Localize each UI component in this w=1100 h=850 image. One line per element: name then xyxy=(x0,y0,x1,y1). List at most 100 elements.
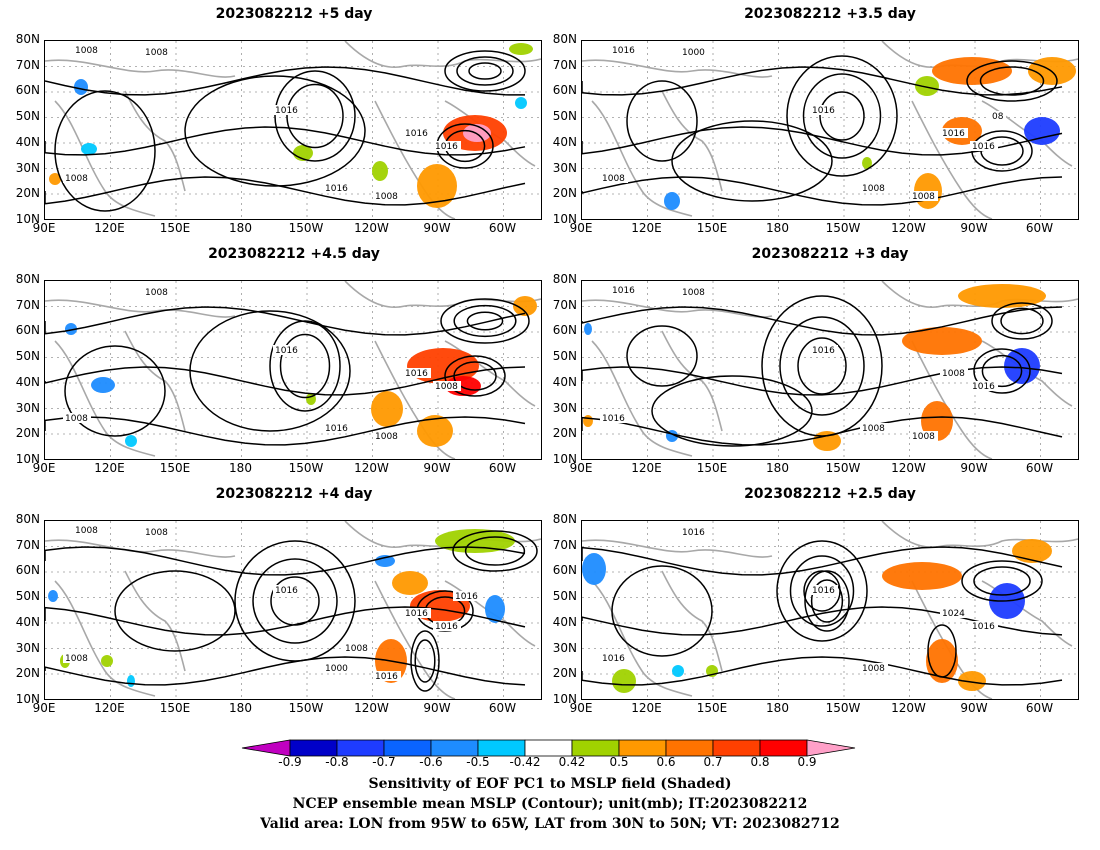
lon-tick-label: 150E xyxy=(696,461,728,475)
pressure-contour xyxy=(45,176,526,206)
contour-label-bg xyxy=(910,191,938,201)
sensitivity-shading xyxy=(91,377,115,393)
lat-tick-label: 70N xyxy=(552,537,577,552)
contour-label-bg xyxy=(143,527,171,537)
contour-label: 1008 xyxy=(145,288,168,298)
contour-label: 1024 xyxy=(942,609,965,619)
contour-label: 1016 xyxy=(602,414,625,424)
colorbar-swatch xyxy=(618,739,667,757)
sensitivity-shading xyxy=(74,79,88,95)
coastline xyxy=(911,100,993,219)
contour-label-bg xyxy=(680,47,708,57)
lon-tick-label: 180 xyxy=(766,221,789,235)
pressure-contour xyxy=(626,80,698,162)
lat-tick-label: 20N xyxy=(15,426,40,441)
contour-label-bg xyxy=(323,423,351,433)
contour-label: 1008 xyxy=(65,654,88,664)
contour-label-bg xyxy=(860,183,888,193)
coastline xyxy=(661,330,723,432)
sensitivity-shading xyxy=(417,415,453,447)
colorbar-label: 0.9 xyxy=(797,755,817,769)
colorbar-label: 0.8 xyxy=(750,755,770,769)
pressure-contour xyxy=(582,176,1063,206)
lat-tick-label: 40N xyxy=(15,374,40,389)
sensitivity-shading xyxy=(612,669,636,693)
lon-tick-label: 180 xyxy=(229,701,252,715)
sensitivity-shading xyxy=(125,435,137,447)
pressure-contour xyxy=(802,73,882,159)
contour-label: 1016 xyxy=(682,528,705,538)
lat-tick-label: 60N xyxy=(15,563,40,578)
map-drawing: 1008 1016 1016 1008 1008 1016 1008 1016 xyxy=(582,281,1078,459)
contour-label: 1016 xyxy=(435,142,458,152)
panel-title: 2023082212 +3.5 day xyxy=(744,6,916,22)
lat-tick-label: 50N xyxy=(552,349,577,364)
lon-tick-label: 60W xyxy=(1025,701,1054,715)
colorbar-label: -0.42 xyxy=(509,755,541,769)
pressure-contour xyxy=(252,558,338,644)
contour-label-bg xyxy=(940,368,968,378)
lat-tick-label: 50N xyxy=(552,109,577,124)
contour-label-bg xyxy=(610,285,638,295)
contour-label: 1008 xyxy=(375,432,398,442)
pressure-contour xyxy=(651,375,813,447)
colorbar-swatch xyxy=(571,739,620,757)
lat-tick-label: 70N xyxy=(552,297,577,312)
pressure-contour xyxy=(991,302,1053,340)
contour-label: 1008 xyxy=(65,414,88,424)
lat-tick-label: 80N xyxy=(15,272,40,286)
lat-tick-label: 60N xyxy=(552,563,577,578)
pressure-contour xyxy=(582,366,1063,396)
contour-label-bg xyxy=(143,47,171,57)
pressure-contour xyxy=(64,345,166,437)
map-panel-4: 1008 1016 1016 1008 1008 1016 1008 1016 xyxy=(581,280,1079,460)
lon-tick-label: 150W xyxy=(288,461,324,475)
lat-tick-label: 40N xyxy=(15,614,40,629)
caption-line-3: Valid area: LON from 95W to 65W, LAT fro… xyxy=(260,816,840,832)
pressure-contour xyxy=(45,66,526,96)
contour-label: 1008 xyxy=(375,192,398,202)
pressure-contour xyxy=(611,565,713,657)
lon-tick-label: 150E xyxy=(696,701,728,715)
sensitivity-shading xyxy=(392,571,428,595)
pressure-contour xyxy=(626,325,698,387)
contour-label: 1008 xyxy=(75,526,98,536)
contour-label: 1000 xyxy=(682,48,705,58)
lon-tick-label: 120E xyxy=(94,461,125,475)
lon-tick-label: 90E xyxy=(569,701,593,715)
sensitivity-shading xyxy=(1004,348,1040,384)
coastline xyxy=(661,570,723,672)
colorbar-swatch xyxy=(289,739,338,757)
contour-label: 1016 xyxy=(972,622,995,632)
contour-label: 1008 xyxy=(145,48,168,58)
map-drawing: 1008 1008 1016 1016 1016 1016 1008 1008 xyxy=(45,41,541,219)
contour-label: 1016 xyxy=(405,609,428,619)
contour-label-bg xyxy=(343,643,371,653)
contour-label-bg xyxy=(73,45,101,55)
caption-line-1: Sensitivity of EOF PC1 to MSLP field (Sh… xyxy=(368,776,732,792)
colorbar-label: 0.7 xyxy=(703,755,723,769)
contour-label-bg xyxy=(323,183,351,193)
coastline xyxy=(582,299,773,318)
contour-label: 1016 xyxy=(812,586,835,596)
coastline xyxy=(911,340,993,459)
coastline xyxy=(45,59,236,78)
lon-tick-label: 90W xyxy=(423,221,451,235)
contour-label: 1008 xyxy=(942,369,965,379)
panel-title: 2023082212 +2.5 day xyxy=(744,486,916,502)
contour-label: 1008 xyxy=(912,192,935,202)
map-drawing: 1016 1016 1016 1024 1008 1016 xyxy=(582,521,1078,699)
pressure-contour xyxy=(789,555,855,627)
lon-tick-label: 120W xyxy=(891,701,926,715)
coastline xyxy=(661,90,723,192)
contour-label-bg xyxy=(63,653,91,663)
sensitivity-shading xyxy=(127,675,135,687)
sensitivity-shading xyxy=(958,284,1046,308)
pressure-contour xyxy=(961,560,1043,602)
pressure-contour xyxy=(45,306,526,336)
sensitivity-shading xyxy=(1012,539,1052,563)
sensitivity-shading xyxy=(417,164,457,208)
map-panel-3: 1008 1008 1016 1016 1016 1008 1008 xyxy=(44,280,542,460)
contour-label: 1016 xyxy=(405,129,428,139)
pressure-contour xyxy=(671,120,833,202)
